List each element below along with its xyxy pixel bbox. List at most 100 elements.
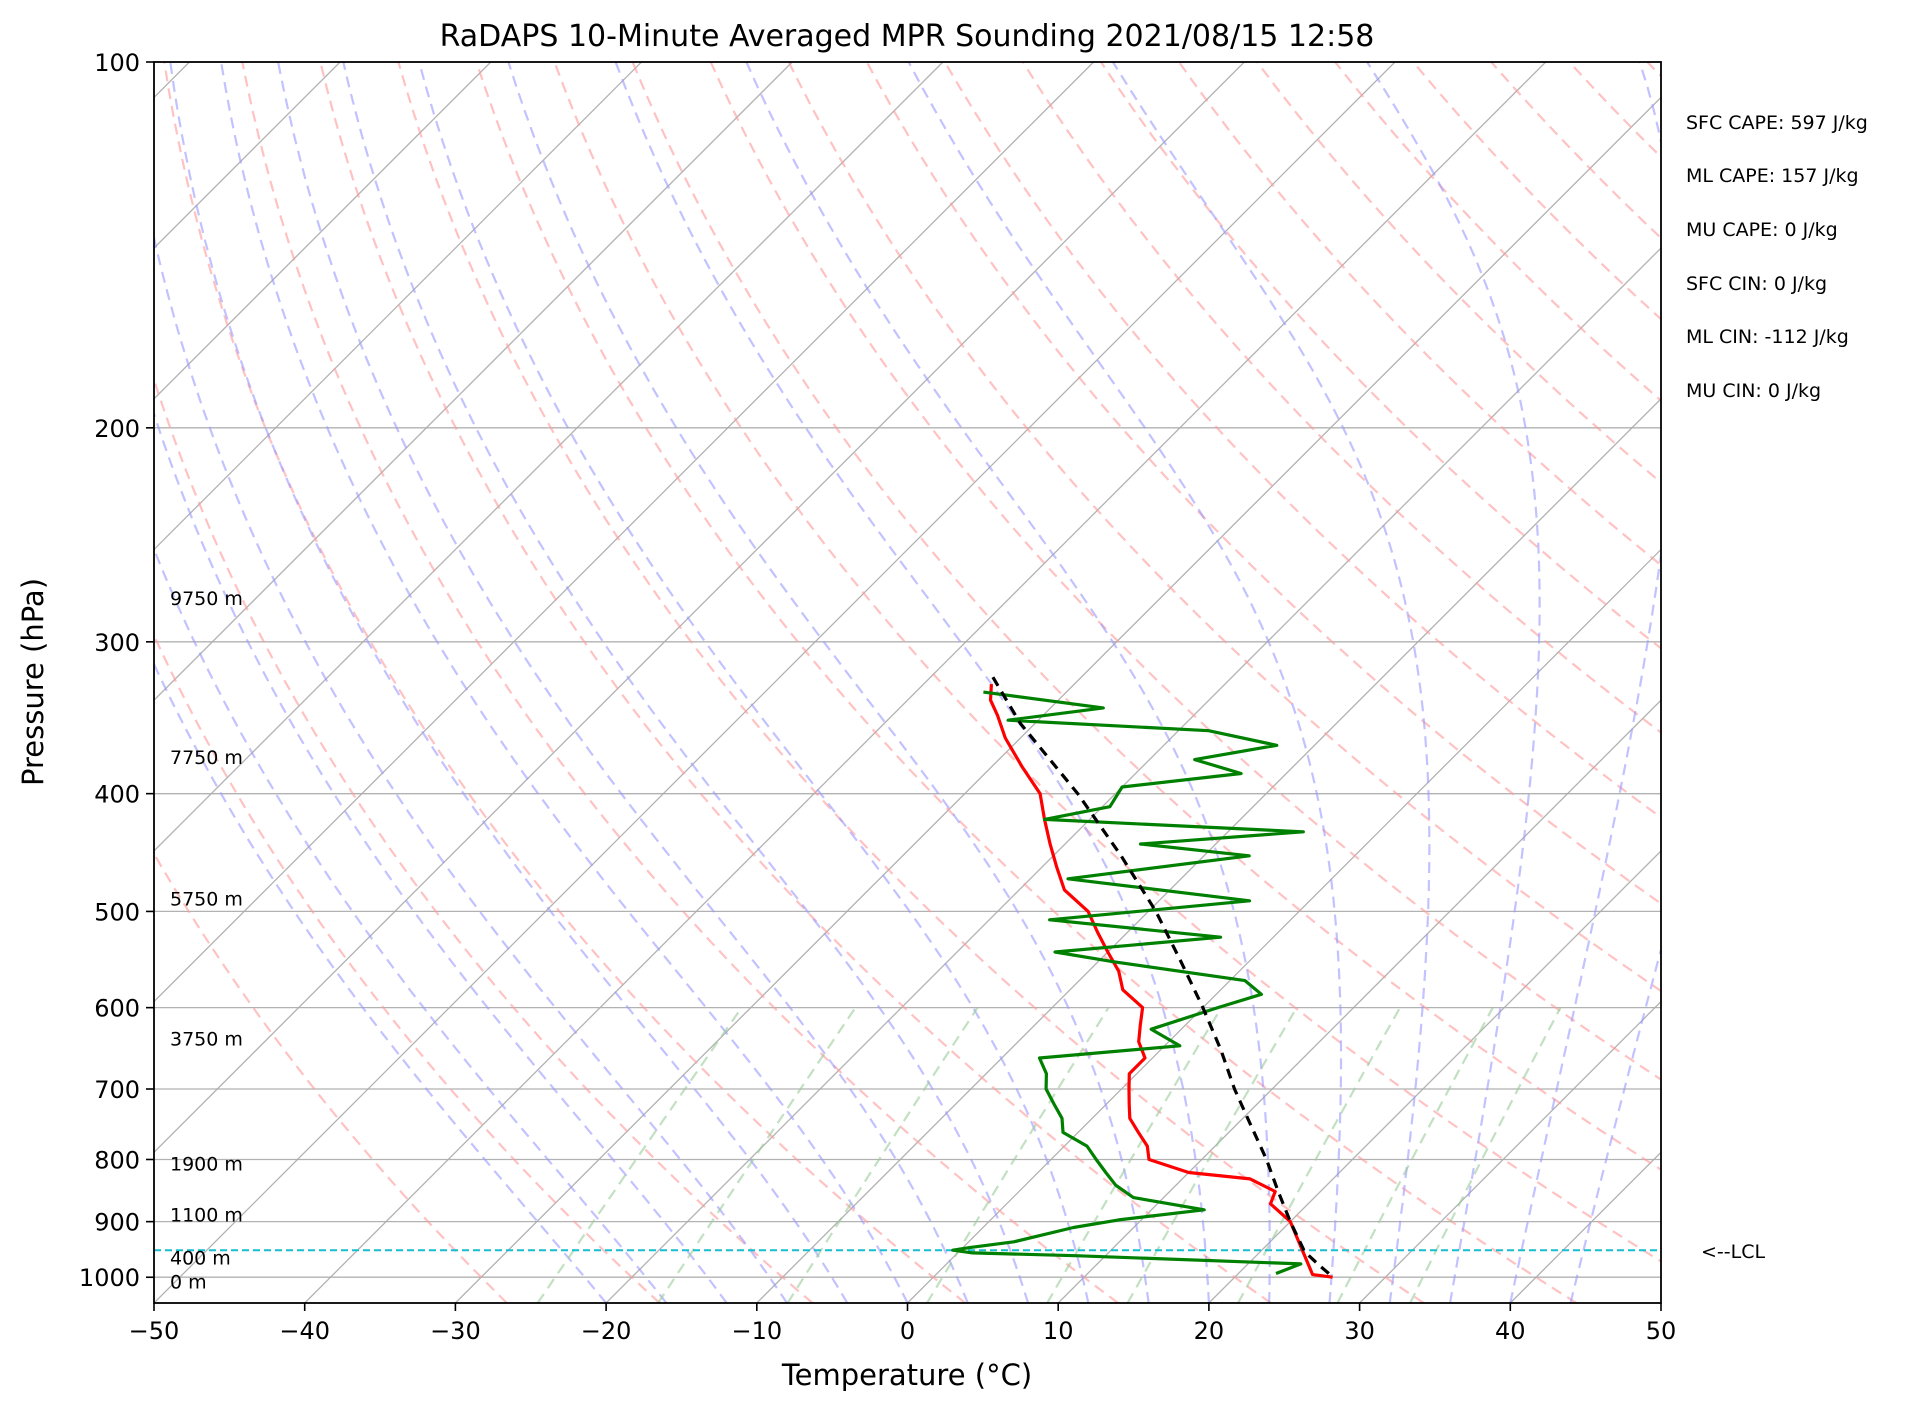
x-axis-label: Temperature (°C)	[781, 1358, 1032, 1392]
x-tick-label: 30	[1344, 1317, 1375, 1345]
x-tick-label: −40	[279, 1317, 330, 1345]
moist-adiabat-line	[154, 232, 788, 1303]
dry-adiabat-line	[1568, 62, 1661, 159]
mixing-ratio-line	[1336, 1007, 1494, 1303]
dry-adiabat-line	[154, 376, 814, 1303]
mixing-ratio-line	[926, 1007, 1110, 1303]
parcel-profile-line	[990, 675, 1330, 1275]
dry-adiabat-line	[163, 62, 966, 1303]
dry-adiabat-line	[397, 62, 1425, 1303]
x-tick-label: 20	[1194, 1317, 1225, 1345]
moist-adiabat-line	[1366, 62, 1541, 1303]
isotherm-line	[756, 397, 1661, 1303]
x-tick-label: −10	[731, 1317, 782, 1345]
mixing-ratio-line	[1126, 1007, 1298, 1303]
isotherm-line	[154, 62, 944, 852]
moist-adiabat-line	[154, 661, 607, 1303]
dry-adiabat-line	[154, 632, 661, 1303]
x-tick-label: 0	[900, 1317, 915, 1345]
isotherm-line	[1208, 849, 1661, 1303]
y-tick-label: 800	[94, 1146, 140, 1174]
dry-adiabat-line	[1256, 62, 1661, 484]
x-tick-label: 40	[1495, 1317, 1526, 1345]
moist-adiabat-line	[907, 62, 1343, 1303]
moist-adiabat-line	[1569, 945, 1661, 1303]
moist-adiabat-line	[614, 62, 1210, 1303]
isotherm-line	[154, 62, 492, 400]
isotherm-line	[1509, 1151, 1661, 1303]
mixing-ratio-line	[657, 1006, 857, 1303]
y-tick-label: 500	[94, 898, 140, 926]
dry-adiabat-line	[1412, 62, 1661, 321]
x-tick-label: 10	[1043, 1317, 1074, 1345]
isotherm-line	[154, 62, 341, 250]
moist-adiabat-line	[1509, 62, 1661, 1303]
dry-adiabat-line	[865, 62, 1661, 905]
dry-adiabat-line	[1334, 62, 1661, 403]
mixing-ratio-line	[1046, 1007, 1223, 1303]
dry-adiabat-line	[241, 62, 1119, 1303]
dry-adiabat-line	[475, 62, 1578, 1303]
dry-adiabat-line	[709, 62, 1661, 1081]
dry-adiabat-line	[154, 851, 508, 1303]
dry-adiabat-line	[943, 62, 1661, 819]
x-tick-label: 50	[1646, 1317, 1677, 1345]
dry-adiabat-line	[631, 62, 1661, 1171]
height-label: 400 m	[170, 1247, 231, 1269]
stat-mu-cape: MU CAPE: 0 J/kg	[1686, 219, 1838, 241]
dry-adiabat-line	[1100, 62, 1661, 650]
isotherm-line	[1660, 1302, 1661, 1303]
mixing-ratio-line	[536, 1006, 743, 1303]
moist-adiabat-line	[418, 62, 1090, 1303]
moist-adiabat-line	[220, 62, 909, 1303]
isotherm-line	[154, 62, 793, 702]
height-label: 3750 m	[170, 1028, 243, 1050]
lcl-label: <--LCL	[1701, 1241, 1765, 1263]
stat-mu-cin: MU CIN: 0 J/kg	[1686, 380, 1821, 402]
x-tick-label: −30	[430, 1317, 481, 1345]
isotherm-line	[154, 62, 1396, 1303]
stat-sfc-cape: SFC CAPE: 597 J/kg	[1686, 112, 1868, 134]
isotherm-line	[605, 247, 1661, 1303]
isotherm-line	[907, 548, 1661, 1303]
temperature-profile-line	[988, 684, 1333, 1279]
dry-adiabat-line	[1646, 62, 1661, 78]
y-axis-label: Pressure (hPa)	[16, 578, 50, 786]
stat-sfc-cin: SFC CIN: 0 J/kg	[1686, 273, 1827, 295]
dry-adiabat-line	[1490, 62, 1661, 240]
moist-adiabat-line	[745, 62, 1271, 1303]
stat-ml-cin: ML CIN: -112 J/kg	[1686, 326, 1849, 348]
y-tick-label: 100	[94, 49, 140, 77]
height-label: 1100 m	[170, 1205, 243, 1227]
parameter-box: SFC CAPE: 597 J/kg ML CAPE: 157 J/kg MU …	[1686, 112, 1868, 402]
y-tick-label: 1000	[79, 1264, 140, 1292]
dry-adiabat-line	[553, 62, 1661, 1263]
chart-title: RaDAPS 10-Minute Averaged MPR Sounding 2…	[440, 19, 1375, 54]
moist-adiabat-line	[169, 62, 849, 1303]
moist-adiabat-line	[507, 62, 1150, 1303]
moist-adiabat-line	[154, 410, 728, 1303]
moist-adiabat-line	[154, 546, 668, 1303]
height-label: 1900 m	[170, 1153, 243, 1175]
dry-adiabat-line	[787, 62, 1661, 993]
isotherm-line	[154, 62, 1245, 1154]
isotherm-line	[454, 96, 1661, 1303]
moist-adiabat-line	[1111, 62, 1431, 1303]
height-label: 0 m	[170, 1271, 207, 1293]
isotherm-line	[154, 62, 642, 551]
dry-adiabat-line	[1178, 62, 1661, 567]
isotherm-line	[154, 62, 1095, 1003]
y-tick-label: 700	[94, 1076, 140, 1104]
stat-ml-cape: ML CAPE: 157 J/kg	[1686, 165, 1859, 187]
y-tick-label: 600	[94, 995, 140, 1023]
moist-adiabat-line	[277, 62, 969, 1303]
isotherm-line	[304, 62, 1547, 1303]
moist-adiabat-line	[342, 62, 1030, 1303]
mixing-ratio-line	[786, 1007, 979, 1303]
isotherm-line	[1057, 699, 1661, 1303]
x-tick-label: −50	[129, 1317, 180, 1345]
y-tick-label: 200	[94, 415, 140, 443]
height-label: 7750 m	[170, 747, 243, 769]
